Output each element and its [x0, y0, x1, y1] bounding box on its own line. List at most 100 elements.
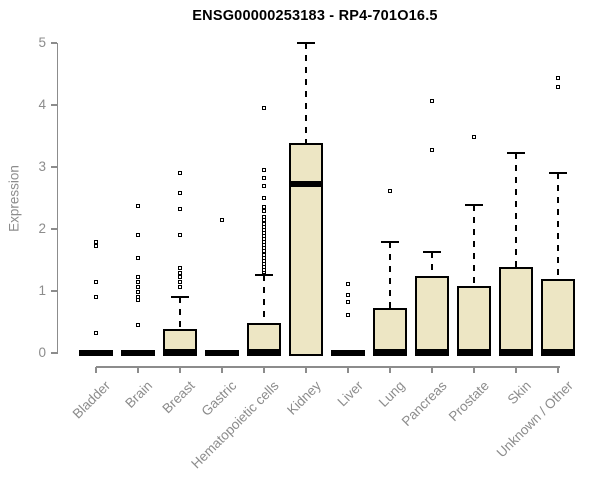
- x-tick: [263, 367, 265, 373]
- x-axis-line: [96, 366, 560, 368]
- outlier-point: [177, 190, 182, 195]
- outlier-point: [177, 279, 182, 284]
- whisker-line-lung: [389, 242, 391, 308]
- x-tick-label-text: Lung: [375, 378, 408, 410]
- whisker-cap-prostate: [465, 203, 483, 206]
- y-tick-label: 1: [38, 283, 46, 298]
- outlier-point: [93, 280, 98, 285]
- box-prostate: [457, 286, 491, 356]
- y-tick-label: 0: [38, 345, 46, 360]
- outlier-point: [219, 218, 224, 223]
- outlier-point: [345, 293, 350, 298]
- whisker-cap-skin: [507, 151, 525, 154]
- outlier-point: [135, 298, 140, 303]
- outlier-point: [93, 244, 98, 249]
- x-tick-label-text: Breast: [159, 378, 198, 417]
- whisker-cap-hematopoietic-cells: [255, 273, 273, 276]
- outlier-point: [177, 206, 182, 211]
- y-tick-label: 2: [38, 221, 46, 236]
- outlier-point: [135, 203, 140, 208]
- x-tick: [473, 367, 475, 373]
- outlier-point: [471, 135, 476, 140]
- outlier-point: [135, 294, 140, 299]
- whisker-line-prostate: [473, 204, 475, 287]
- outlier-point: [135, 290, 140, 295]
- outlier-point: [135, 285, 140, 290]
- outlier-point: [261, 106, 266, 111]
- x-tick: [347, 367, 349, 373]
- x-tick-label-text: Kidney: [283, 378, 324, 418]
- outlier-point: [135, 255, 140, 260]
- box-skin: [499, 266, 533, 356]
- collapsed-box-liver: [331, 350, 365, 356]
- outlier-point: [261, 184, 266, 189]
- box-unknown-other: [541, 279, 575, 356]
- x-tick-label-text: Pancreas: [398, 378, 450, 429]
- outlier-point: [177, 275, 182, 280]
- median-line-prostate: [457, 348, 491, 355]
- x-tick: [557, 367, 559, 373]
- whisker-line-breast: [179, 296, 181, 330]
- x-tick-label-text: Liver: [334, 378, 366, 410]
- x-tick: [179, 367, 181, 373]
- x-tick: [305, 367, 307, 373]
- x-tick-label-text: Prostate: [445, 378, 492, 425]
- x-tick: [137, 367, 139, 373]
- whisker-line-hematopoietic-cells: [263, 274, 265, 323]
- whisker-cap-lung: [381, 241, 399, 244]
- x-tick-label-text: Bladder: [70, 378, 114, 422]
- outlier-point: [261, 175, 266, 180]
- outlier-point: [261, 209, 266, 214]
- x-tick: [95, 367, 97, 373]
- x-tick: [515, 367, 517, 373]
- outlier-point: [261, 195, 266, 200]
- outlier-point: [135, 322, 140, 327]
- y-tick: [50, 166, 57, 168]
- outlier-point: [93, 295, 98, 300]
- y-tick-label: 4: [38, 97, 46, 112]
- x-tick: [389, 367, 391, 373]
- outlier-point: [93, 239, 98, 244]
- box-kidney: [289, 143, 323, 356]
- whisker-cap-pancreas: [423, 250, 441, 253]
- whisker-line-kidney: [305, 43, 307, 144]
- outlier-point: [135, 280, 140, 285]
- whisker-cap-unknown-other: [549, 172, 567, 175]
- box-lung: [373, 307, 407, 356]
- x-tick: [431, 367, 433, 373]
- outlier-point: [261, 215, 266, 220]
- outlier-point: [345, 281, 350, 286]
- y-tick: [50, 228, 57, 230]
- outlier-point: [177, 284, 182, 289]
- box-pancreas: [415, 275, 449, 356]
- whisker-cap-kidney: [297, 42, 315, 44]
- outlier-point: [261, 167, 266, 172]
- whisker-line-pancreas: [431, 251, 433, 276]
- collapsed-box-bladder: [79, 350, 113, 356]
- y-tick: [50, 352, 57, 354]
- median-line-hematopoietic-cells: [247, 348, 281, 355]
- outlier-point: [261, 204, 266, 209]
- outlier-point: [345, 312, 350, 317]
- median-line-pancreas: [415, 348, 449, 355]
- y-tick: [50, 290, 57, 292]
- y-tick-label: 5: [38, 35, 46, 50]
- x-tick-label-text: Unknown / Other: [493, 378, 576, 461]
- whisker-cap-breast: [171, 295, 189, 298]
- whisker-line-skin: [515, 152, 517, 267]
- outlier-point: [555, 76, 560, 81]
- outlier-point: [345, 300, 350, 305]
- outlier-point: [429, 148, 434, 153]
- outlier-point: [177, 265, 182, 270]
- outlier-point: [177, 232, 182, 237]
- median-line-skin: [499, 348, 533, 355]
- median-line-lung: [373, 348, 407, 355]
- y-tick-label: 3: [38, 159, 46, 174]
- collapsed-box-gastric: [205, 350, 239, 356]
- x-tick-label-text: Gastric: [198, 378, 240, 419]
- outlier-point: [177, 170, 182, 175]
- y-tick: [50, 42, 57, 44]
- x-tick-label-text: Skin: [504, 378, 534, 408]
- x-tick: [221, 367, 223, 373]
